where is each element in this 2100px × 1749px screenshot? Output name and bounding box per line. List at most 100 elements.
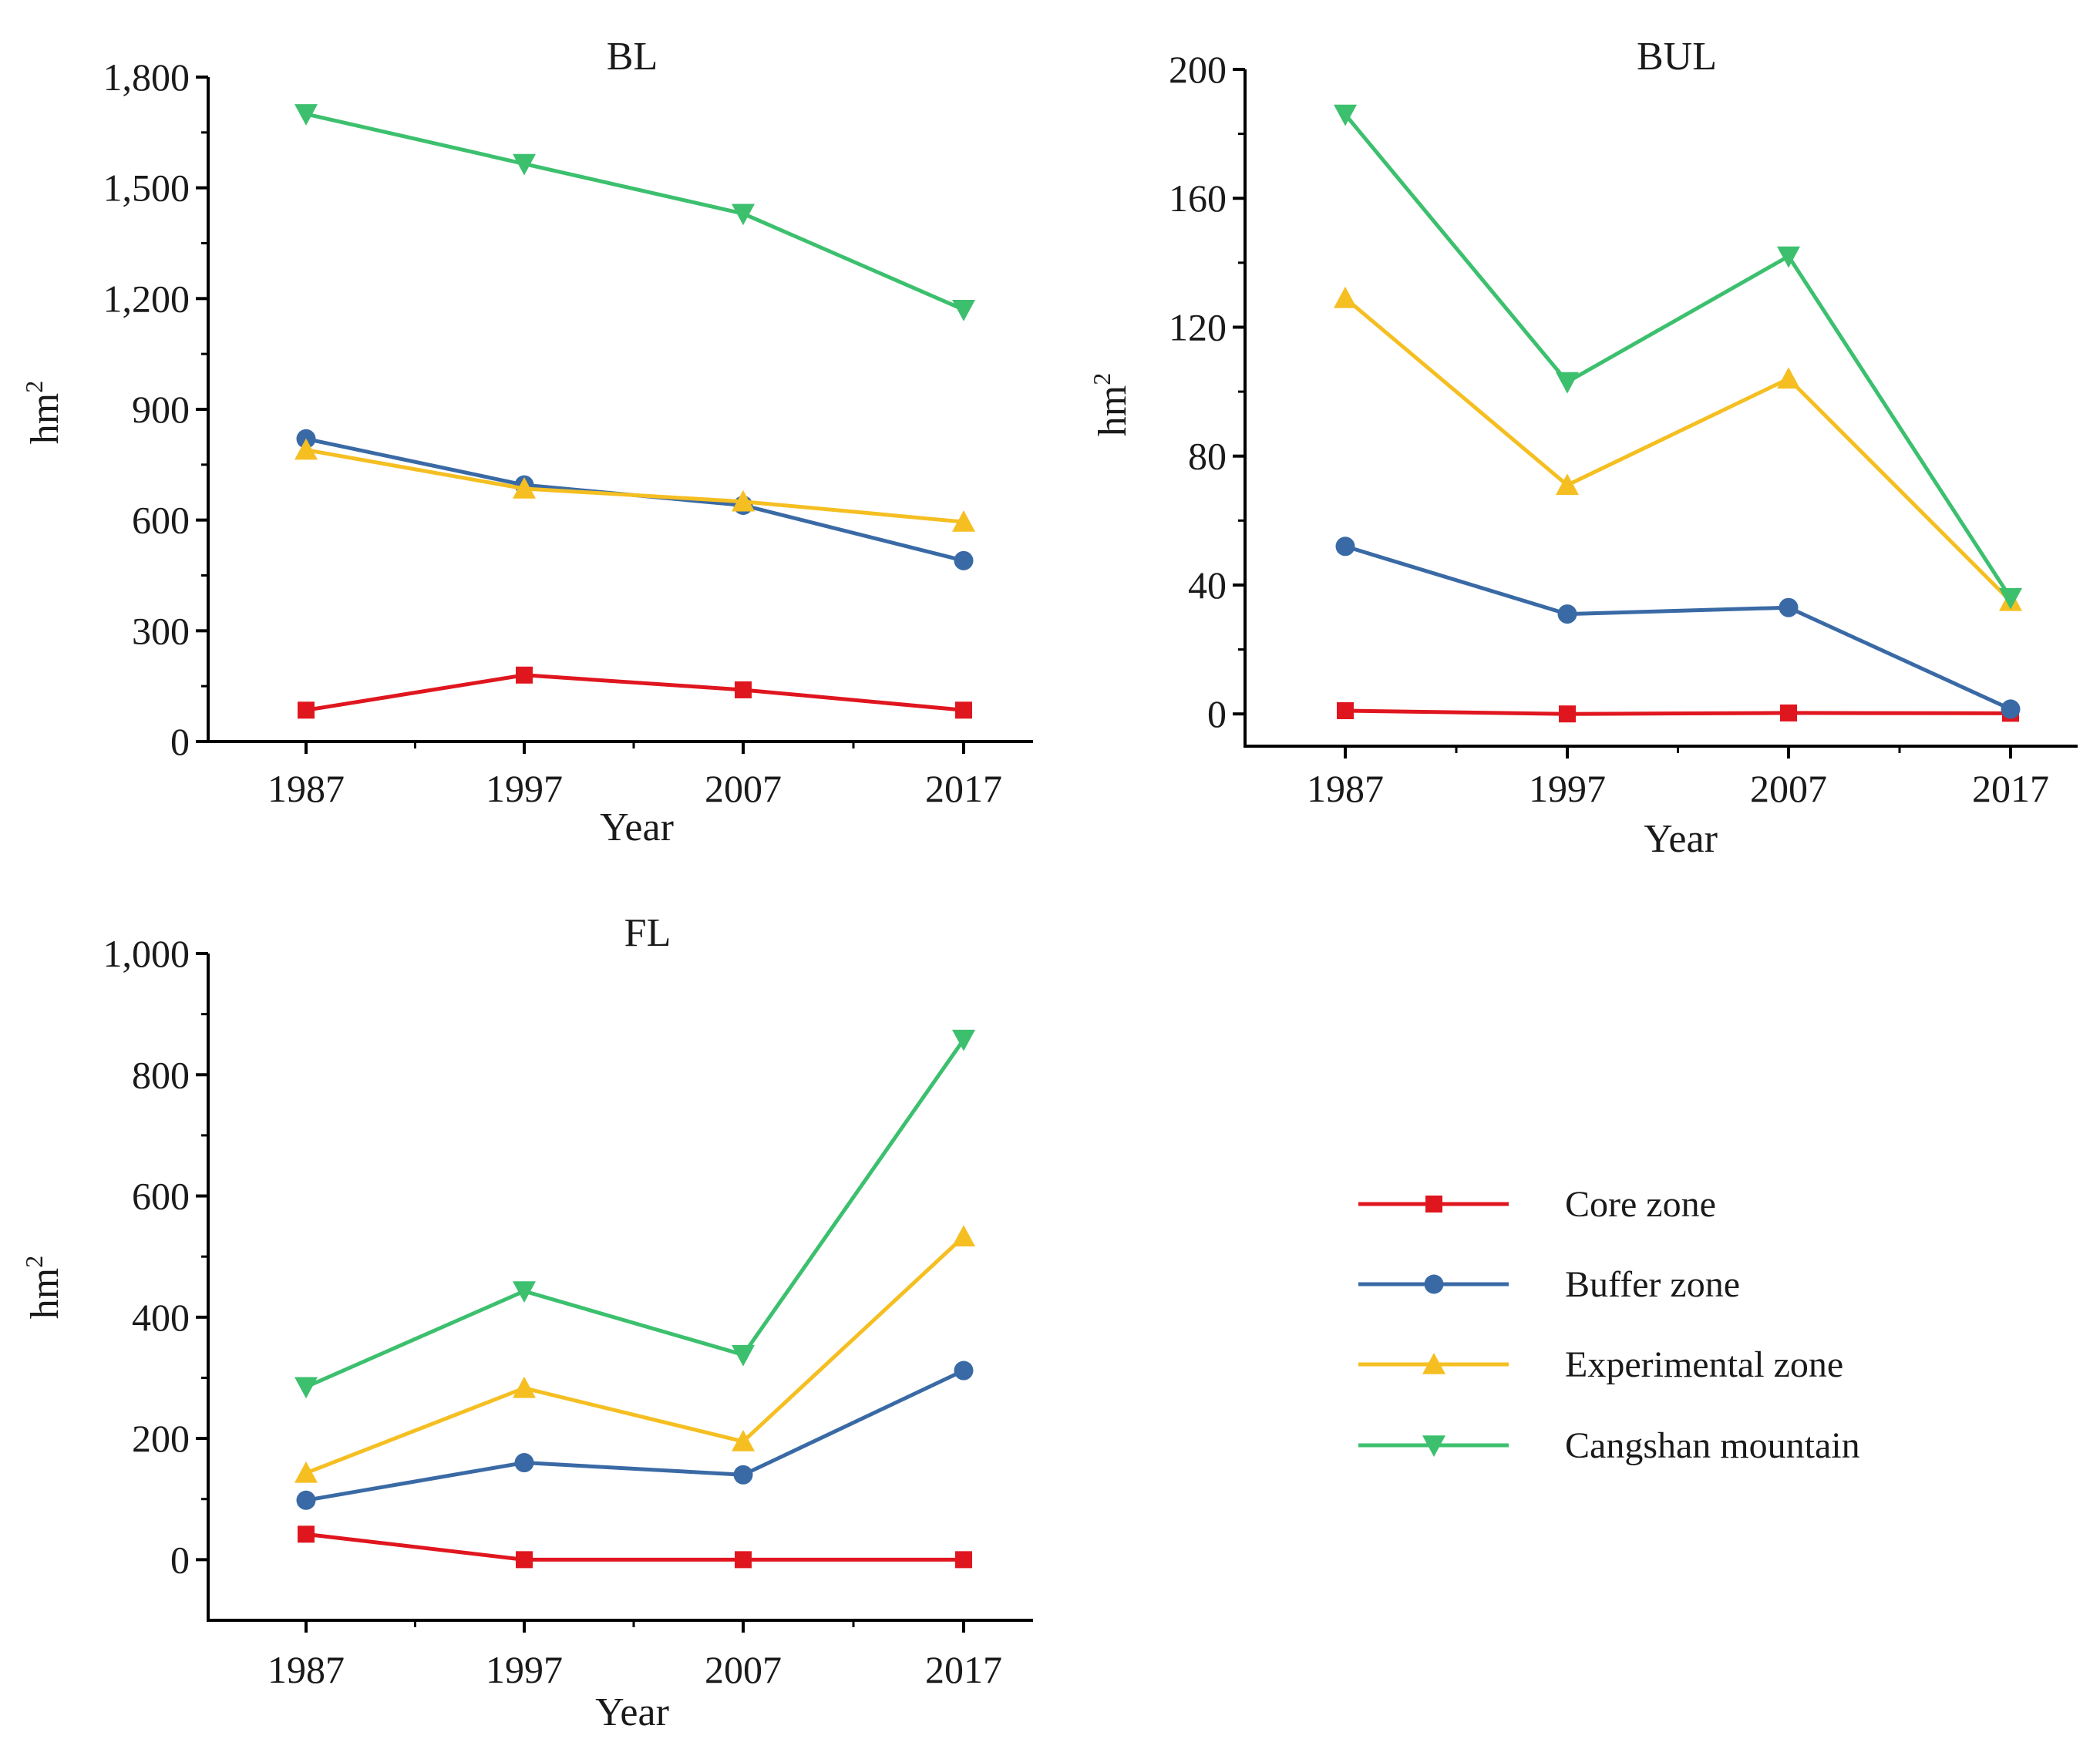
- data-point-experimental-zone: [1777, 367, 1800, 389]
- y-tick-label: 600: [132, 1175, 190, 1218]
- y-tick-label: 300: [132, 609, 190, 652]
- y-tick-label: 0: [170, 720, 190, 763]
- legend-marker: [1424, 1274, 1444, 1294]
- legend-item-core-zone: Core zone: [1358, 1184, 1716, 1225]
- series-line-cangshan-mountain: [1344, 113, 2013, 600]
- data-point-experimental-zone: [952, 1225, 975, 1246]
- data-point-cangshan-mountain: [1777, 246, 1800, 268]
- data-point-experimental-zone: [294, 438, 318, 460]
- x-tick-label: 2017: [925, 1648, 1002, 1691]
- data-point-core-zone: [298, 701, 315, 719]
- x-tick-label: 2007: [1750, 767, 1827, 810]
- data-point-experimental-zone: [1334, 286, 1357, 308]
- data-point-cangshan-mountain: [1334, 104, 1357, 126]
- x-tick-label: 2007: [705, 767, 782, 810]
- legend-label: Buffer zone: [1565, 1264, 1740, 1305]
- data-point-buffer-zone: [1335, 536, 1355, 557]
- data-point-cangshan-mountain: [513, 153, 536, 176]
- data-point-cangshan-mountain: [294, 1377, 318, 1399]
- series-line-core-zone: [305, 1532, 964, 1562]
- data-point-experimental-zone: [513, 1376, 536, 1398]
- data-point-buffer-zone: [514, 1453, 534, 1473]
- series-line-core-zone: [1344, 708, 2011, 716]
- panel-bul: 0 40 80 120 160 200 1987 1997 2007 2017 BUL Year hm2: [1088, 35, 2078, 861]
- data-point-cangshan-mountain: [732, 1344, 755, 1367]
- series-line-buffer-zone: [1344, 544, 2012, 711]
- data-point-cangshan-mountain: [1556, 372, 1579, 394]
- y-tick-label: 160: [1169, 177, 1227, 220]
- panel-bl: 0 300 600 900 1,200 1,500 1,800 1987 1997 2007 201…: [20, 35, 1033, 849]
- data-point-cangshan-mountain: [952, 1029, 975, 1051]
- series-line-cangshan-mountain: [305, 112, 964, 311]
- y-tick-label: 1,000: [103, 932, 190, 975]
- y-tick-label: 600: [132, 499, 190, 542]
- data-point-core-zone: [735, 1551, 752, 1569]
- y-tick-label: 900: [132, 388, 190, 431]
- data-point-core-zone: [1337, 702, 1354, 720]
- y-tick-label: 1,800: [103, 55, 190, 99]
- series-line-cangshan-mountain: [305, 1038, 966, 1389]
- panel-fl: 0 200 400 600 800 1,000 1987 1997 2007 2017 FL Year…: [20, 911, 1033, 1734]
- y-axis-title: hm2: [20, 381, 67, 444]
- data-point-core-zone: [516, 666, 533, 684]
- legend-marker: [1422, 1353, 1445, 1374]
- data-point-core-zone: [735, 681, 752, 698]
- series-line-experimental-zone: [1344, 296, 2012, 603]
- data-point-core-zone: [955, 1551, 972, 1569]
- data-point-cangshan-mountain: [952, 299, 975, 321]
- y-tick-label: 120: [1169, 305, 1227, 348]
- x-axis-title: Year: [595, 1690, 669, 1734]
- x-tick-label: 1997: [486, 767, 563, 810]
- x-tick-label: 1997: [486, 1648, 563, 1691]
- data-point-cangshan-mountain: [732, 203, 755, 226]
- data-point-experimental-zone: [294, 1461, 318, 1483]
- legend-item-experimental-zone: Experimental zone: [1358, 1344, 1843, 1385]
- legend-label: Core zone: [1565, 1184, 1716, 1225]
- data-point-experimental-zone: [1556, 473, 1579, 496]
- y-tick-label: 200: [1169, 48, 1227, 91]
- data-point-buffer-zone: [733, 1465, 753, 1485]
- legend: Core zone Buffer zone Experimental zone Can…: [1358, 1184, 1860, 1466]
- data-point-buffer-zone: [954, 1361, 974, 1381]
- data-point-buffer-zone: [296, 1490, 316, 1510]
- data-point-experimental-zone: [732, 489, 755, 512]
- x-tick-label: 1987: [268, 1648, 345, 1691]
- data-point-buffer-zone: [2001, 699, 2021, 719]
- y-tick-label: 1,500: [103, 166, 190, 210]
- panel-title: BUL: [1637, 35, 1717, 79]
- data-point-experimental-zone: [732, 1430, 755, 1451]
- x-axis-title: Year: [1644, 817, 1718, 861]
- data-point-core-zone: [298, 1525, 315, 1543]
- data-point-cangshan-mountain: [513, 1281, 536, 1303]
- legend-marker: [1422, 1435, 1445, 1457]
- data-point-core-zone: [1559, 705, 1576, 723]
- data-point-buffer-zone: [1779, 597, 1799, 617]
- data-point-experimental-zone: [513, 476, 536, 499]
- y-tick-label: 0: [170, 1538, 190, 1581]
- legend-marker: [1425, 1196, 1442, 1213]
- series-line-experimental-zone: [305, 1235, 965, 1475]
- data-point-buffer-zone: [1557, 604, 1577, 624]
- panel-title: BL: [607, 35, 658, 79]
- y-tick-label: 80: [1188, 435, 1227, 478]
- y-tick-label: 40: [1188, 563, 1227, 607]
- data-point-core-zone: [516, 1551, 533, 1569]
- x-tick-label: 1987: [268, 767, 345, 810]
- panel-title: FL: [624, 911, 671, 955]
- y-tick-label: 200: [132, 1417, 190, 1460]
- y-axis-title: hm2: [20, 1256, 67, 1319]
- series-line-buffer-zone: [305, 436, 964, 563]
- data-point-cangshan-mountain: [1999, 587, 2022, 610]
- y-tick-label: 0: [1207, 692, 1227, 735]
- y-tick-label: 1,200: [103, 277, 190, 320]
- y-tick-label: 800: [132, 1053, 190, 1096]
- data-point-core-zone: [1780, 704, 1797, 721]
- y-axis-title: hm2: [1088, 373, 1135, 436]
- series-line-core-zone: [305, 673, 964, 712]
- x-tick-label: 1997: [1529, 767, 1606, 810]
- legend-label: Cangshan mountain: [1565, 1425, 1860, 1466]
- series-line-buffer-zone: [305, 1368, 965, 1502]
- x-axis-title: Year: [600, 806, 674, 849]
- x-tick-label: 1987: [1307, 767, 1384, 810]
